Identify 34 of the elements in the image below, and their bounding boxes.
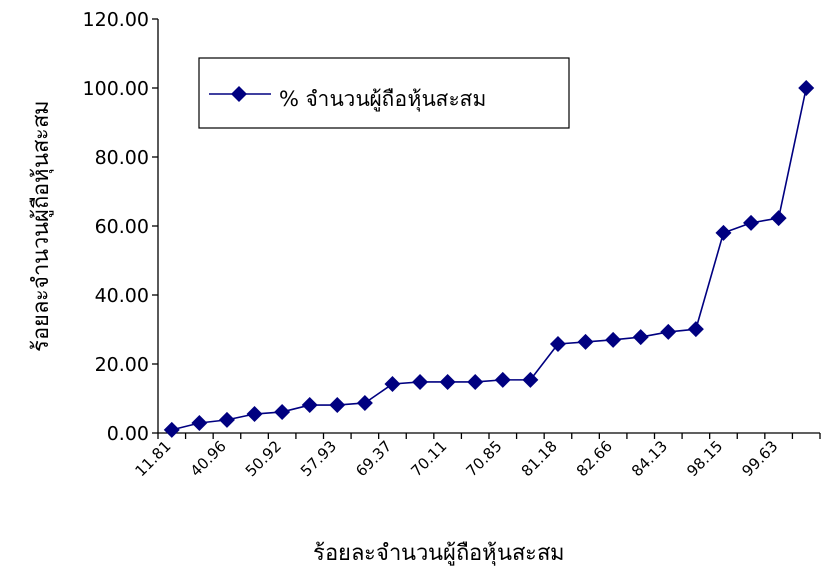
- point: [632, 329, 649, 346]
- point: [550, 336, 566, 352]
- point: [798, 80, 814, 96]
- y-tick-label: 0.00: [106, 423, 149, 445]
- y-tick-label: 60.00: [94, 216, 149, 238]
- y-axis-title: ร้อยละจำนวนผู้ถือหุ้นสะสม: [29, 100, 54, 352]
- point: [660, 324, 676, 340]
- point: [384, 376, 400, 392]
- point: [688, 321, 704, 338]
- point: [467, 374, 484, 390]
- point: [164, 422, 180, 438]
- point: [218, 412, 235, 428]
- legend-label: % จำนวนผู้ถือหุ้นสะสม: [279, 87, 487, 112]
- point: [494, 372, 511, 388]
- point: [770, 210, 787, 226]
- point: [743, 214, 760, 231]
- point: [302, 397, 318, 414]
- point: [440, 374, 456, 390]
- y-tick-label: 40.00: [94, 285, 149, 307]
- point: [191, 414, 208, 431]
- y-tick-label: 80.00: [94, 147, 149, 169]
- y-tick-label: 20.00: [94, 354, 149, 376]
- point: [329, 397, 346, 414]
- x-axis-title: ร้อยละจำนวนผู้ถือหุ้นสะสม: [313, 541, 565, 566]
- point: [605, 332, 622, 348]
- point: [356, 394, 373, 411]
- point: [246, 406, 263, 422]
- point: [715, 224, 732, 241]
- point: [578, 334, 594, 350]
- point: [412, 374, 428, 390]
- y-tick-label: 120.00: [82, 9, 149, 31]
- y-tick-label: 100.00: [82, 78, 149, 100]
- point: [274, 404, 290, 420]
- point: [522, 372, 538, 388]
